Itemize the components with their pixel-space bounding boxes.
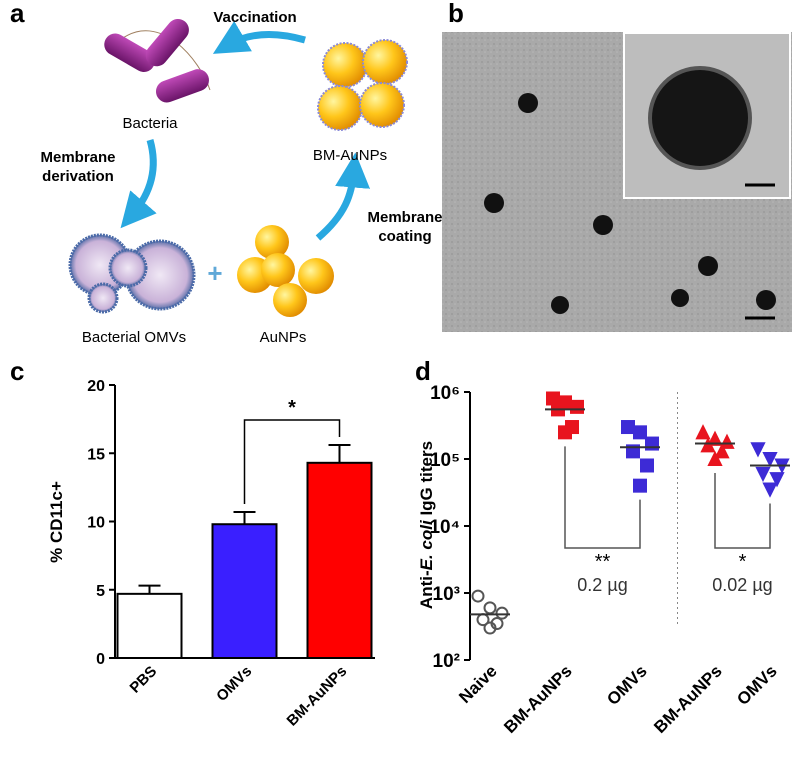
y-tick-label: 5 <box>96 583 105 600</box>
bacteria-icon <box>104 18 211 103</box>
label-line: Membrane <box>40 149 115 166</box>
panel-label: b <box>448 0 464 28</box>
y-tick-label: 10⁵ <box>430 450 460 471</box>
bm-aunps-icon <box>317 39 408 131</box>
data-point <box>750 442 766 458</box>
label: BM-AuNPs <box>313 147 387 164</box>
data-point <box>483 621 497 635</box>
y-axis-label: Anti-E. coli IgG titers <box>417 441 436 609</box>
y-tick-label: 0 <box>96 651 105 668</box>
label: AuNPs <box>260 329 307 346</box>
significance-label: * <box>288 397 296 419</box>
data-point <box>471 589 485 603</box>
y-axis-label-part: IgG titers <box>417 441 436 520</box>
data-point <box>755 466 771 483</box>
y-tick-label: 10⁶ <box>430 383 460 404</box>
significance-label: * <box>739 551 747 573</box>
data-point <box>621 420 635 435</box>
panel-a: a + Vaccination Bacteria BM-AuNPs Bacter… <box>10 0 443 346</box>
data-point <box>769 472 785 488</box>
data-point <box>633 478 647 493</box>
x-tick-label: BM-AuNPs <box>650 661 726 737</box>
data-point <box>707 430 723 446</box>
label: Membrane derivation <box>40 149 115 185</box>
panel-label: a <box>10 0 25 28</box>
y-tick-label: 10⁴ <box>429 517 460 538</box>
x-tick-label: BM-AuNPs <box>284 663 351 730</box>
label: Vaccination <box>213 9 296 26</box>
aunps-icon <box>237 225 334 317</box>
omv-icon <box>68 233 196 314</box>
y-axis-label-part: E. coli <box>417 519 436 570</box>
panel-label: c <box>10 356 24 386</box>
label-line: Membrane <box>367 209 442 226</box>
label-line: coating <box>378 228 431 245</box>
bar <box>306 461 373 659</box>
label: Membrane coating <box>367 209 442 245</box>
plus-sign: + <box>207 258 222 288</box>
bar <box>211 523 278 659</box>
data-point <box>640 458 654 473</box>
label-line: derivation <box>42 168 114 185</box>
data-point <box>700 437 716 453</box>
significance-bracket <box>714 473 771 549</box>
y-tick-label: 10 <box>87 515 105 532</box>
data-point <box>695 424 711 440</box>
significance-label: ** <box>595 551 611 573</box>
inset-particle <box>648 66 752 170</box>
y-tick-label: 10² <box>433 651 460 672</box>
significance-bracket <box>564 446 641 549</box>
data-point <box>483 601 497 615</box>
data-point <box>626 444 640 459</box>
data-point <box>762 452 778 468</box>
data-point <box>495 606 509 620</box>
x-tick-label: Naive <box>455 661 501 707</box>
particles <box>484 93 776 314</box>
dose-label: 0.02 µg <box>712 575 772 595</box>
bar <box>116 592 183 659</box>
y-axis-label-part: Anti- <box>417 570 436 609</box>
x-tick-label: OMVs <box>733 661 781 709</box>
data-point <box>762 482 778 498</box>
label: Bacterial OMVs <box>82 329 186 346</box>
y-tick-label: 10³ <box>433 584 460 605</box>
y-tick-label: 20 <box>87 378 105 395</box>
label: Bacteria <box>122 115 178 132</box>
x-tick-label: OMVs <box>213 663 255 705</box>
significance-bracket <box>243 419 341 504</box>
y-axis-label: % CD11c+ <box>47 481 66 563</box>
data-point <box>570 399 584 414</box>
data-point <box>719 433 735 449</box>
data-point <box>633 425 647 440</box>
panel-b: b <box>442 0 792 332</box>
panel-label: d <box>415 356 431 386</box>
data-point <box>714 443 730 459</box>
y-tick-label: 15 <box>87 446 105 463</box>
arrows <box>120 21 371 241</box>
data-point <box>707 450 723 466</box>
x-tick-label: BM-AuNPs <box>500 661 576 737</box>
x-tick-label: OMVs <box>603 661 651 709</box>
data-point <box>558 425 572 440</box>
dose-label: 0.2 µg <box>577 575 627 595</box>
x-tick-label: PBS <box>126 663 160 697</box>
